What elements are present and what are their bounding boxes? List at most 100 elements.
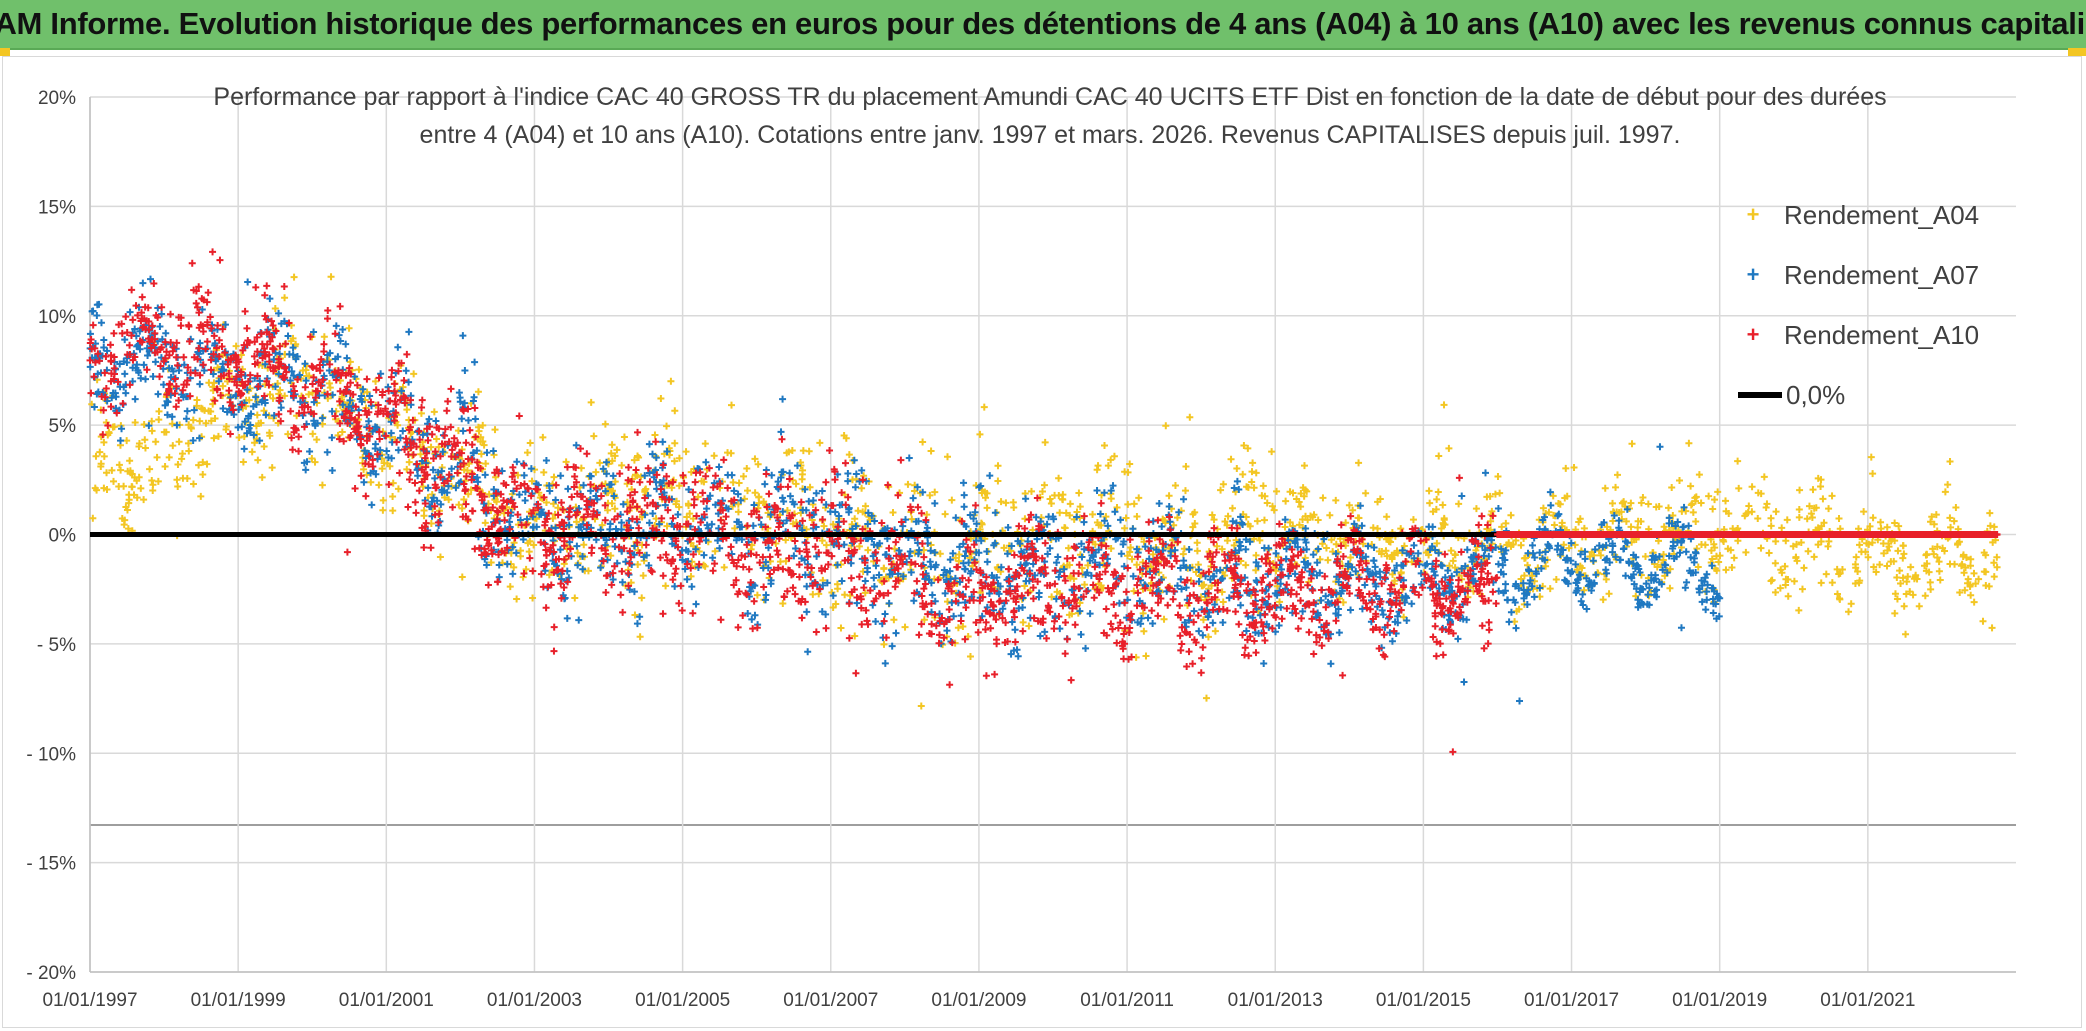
point-Rendement_A04 (199, 458, 207, 466)
point-Rendement_A04 (1326, 511, 1334, 519)
y-tick-label: - 20% (26, 963, 76, 984)
point-Rendement_A07 (1370, 557, 1378, 565)
point-Rendement_A04 (1219, 598, 1227, 606)
point-Rendement_A07 (728, 471, 736, 479)
point-Rendement_A04 (1268, 448, 1276, 456)
point-Rendement_A04 (1204, 633, 1212, 641)
point-Rendement_A04 (379, 506, 387, 514)
point-Rendement_A04 (1451, 564, 1459, 572)
point-Rendement_A04 (128, 483, 136, 491)
point-Rendement_A04 (952, 554, 960, 562)
point-Rendement_A04 (1124, 500, 1132, 508)
point-Rendement_A04 (1796, 486, 1804, 494)
point-Rendement_A07 (489, 447, 497, 455)
point-Rendement_A04 (854, 507, 862, 515)
point-Rendement_A04 (1887, 537, 1895, 545)
point-Rendement_A04 (268, 464, 276, 472)
point-Rendement_A04 (829, 603, 837, 611)
point-Rendement_A10 (1097, 499, 1105, 507)
point-Rendement_A07 (196, 380, 204, 388)
point-Rendement_A04 (1565, 544, 1573, 552)
point-Rendement_A04 (701, 562, 709, 570)
point-Rendement_A07 (1041, 628, 1049, 636)
point-Rendement_A04 (1972, 580, 1980, 588)
point-Rendement_A04 (1435, 452, 1443, 460)
point-Rendement_A07 (1054, 553, 1062, 561)
point-Rendement_A04 (254, 456, 262, 464)
point-Rendement_A04 (994, 462, 1002, 470)
point-Rendement_A07 (909, 494, 917, 502)
point-Rendement_A04 (482, 460, 490, 468)
point-Rendement_A07 (1022, 495, 1030, 503)
point-Rendement_A07 (1158, 522, 1166, 530)
point-Rendement_A10 (1061, 619, 1069, 627)
point-Rendement_A04 (816, 439, 824, 447)
point-Rendement_A07 (597, 564, 605, 572)
point-Rendement_A04 (1252, 566, 1260, 574)
point-Rendement_A04 (1149, 550, 1157, 558)
point-Rendement_A04 (522, 565, 530, 573)
point-Rendement_A04 (1817, 482, 1825, 490)
point-Rendement_A07 (1690, 558, 1698, 566)
point-Rendement_A04 (1765, 549, 1773, 557)
point-Rendement_A04 (1797, 539, 1805, 547)
point-Rendement_A04 (1894, 547, 1902, 555)
point-Rendement_A04 (1970, 598, 1978, 606)
point-Rendement_A04 (432, 435, 440, 443)
point-Rendement_A07 (961, 565, 969, 573)
point-Rendement_A10 (1317, 586, 1325, 594)
point-Rendement_A04 (1982, 551, 1990, 559)
x-tick-label: 01/01/1999 (191, 990, 286, 1011)
point-Rendement_A04 (671, 407, 679, 415)
point-Rendement_A07 (943, 627, 951, 635)
point-Rendement_A10 (1178, 640, 1186, 648)
point-Rendement_A07 (863, 568, 871, 576)
point-Rendement_A10 (172, 353, 180, 361)
point-Rendement_A04 (126, 457, 134, 465)
point-Rendement_A04 (1609, 517, 1617, 525)
point-Rendement_A04 (135, 439, 143, 447)
point-Rendement_A04 (1805, 502, 1813, 510)
point-Rendement_A04 (889, 509, 897, 517)
point-Rendement_A04 (290, 273, 298, 281)
point-Rendement_A10 (156, 373, 164, 381)
point-Rendement_A04 (1389, 570, 1397, 578)
point-Rendement_A04 (1838, 566, 1846, 574)
point-Rendement_A04 (1929, 545, 1937, 553)
point-Rendement_A04 (1803, 515, 1811, 523)
point-Rendement_A04 (776, 558, 784, 566)
point-Rendement_A04 (744, 487, 752, 495)
point-Rendement_A04 (1757, 544, 1765, 552)
point-Rendement_A04 (1899, 554, 1907, 562)
point-Rendement_A07 (1530, 593, 1538, 601)
point-Rendement_A04 (419, 483, 427, 491)
point-Rendement_A10 (897, 456, 905, 464)
point-Rendement_A10 (471, 404, 479, 412)
point-Rendement_A04 (100, 484, 108, 492)
point-Rendement_A04 (724, 449, 732, 457)
point-Rendement_A04 (701, 440, 709, 448)
point-Rendement_A07 (121, 336, 129, 344)
point-Rendement_A10 (1305, 628, 1313, 636)
point-Rendement_A10 (1185, 648, 1193, 656)
point-Rendement_A10 (642, 541, 650, 549)
point-Rendement_A07 (240, 445, 248, 453)
point-Rendement_A10 (1439, 651, 1447, 659)
point-Rendement_A04 (1860, 508, 1868, 516)
point-Rendement_A04 (1883, 546, 1891, 554)
point-Rendement_A10 (542, 604, 550, 612)
point-Rendement_A04 (1189, 523, 1197, 531)
point-Rendement_A10 (760, 583, 768, 591)
point-Rendement_A04 (1935, 567, 1943, 575)
point-Rendement_A04 (417, 409, 425, 417)
point-Rendement_A04 (687, 572, 695, 580)
point-Rendement_A04 (1002, 499, 1010, 507)
x-tick-label: 01/01/2013 (1228, 990, 1323, 1011)
point-Rendement_A10 (863, 617, 871, 625)
point-Rendement_A04 (1825, 537, 1833, 545)
point-Rendement_A10 (320, 340, 328, 348)
point-Rendement_A04 (1270, 506, 1278, 514)
point-Rendement_A04 (305, 390, 313, 398)
point-Rendement_A04 (1891, 519, 1899, 527)
point-Rendement_A04 (1447, 547, 1455, 555)
